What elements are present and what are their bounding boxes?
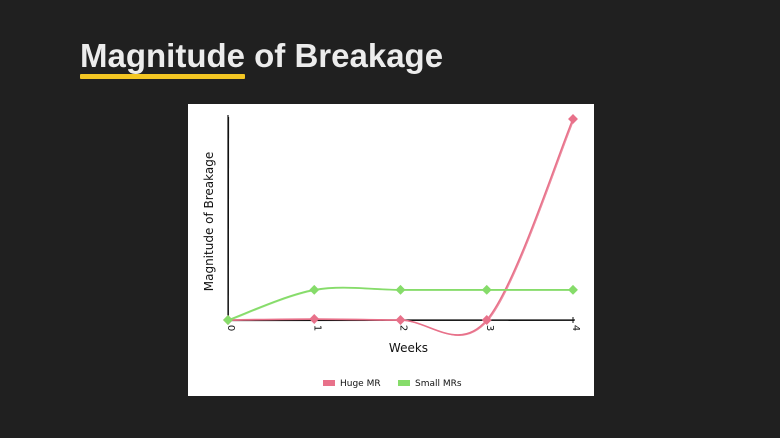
chart-card: 0 1 2 3 4 Weeks Magnitude of Breakage Huge MR S… [188, 104, 594, 396]
slide-title: Magnitude of Breakage [80, 36, 444, 79]
x-tick-label: 2 [398, 325, 409, 331]
x-tick-label: 0 [225, 325, 236, 331]
y-axis-label: Magnitude of Breakage [202, 152, 216, 292]
legend-label: Huge MR [340, 379, 381, 389]
data-point-small-mrs [568, 284, 578, 295]
legend-swatch [398, 380, 410, 386]
x-tick-label: 3 [484, 325, 495, 331]
series-line-sketch-huge-mr [228, 119, 575, 336]
legend-label: Small MRs [415, 379, 462, 389]
data-point-small-mrs [395, 284, 406, 295]
series-line-huge-mr [227, 118, 574, 336]
title-underline [80, 74, 245, 79]
title-highlight-text: Magnitude [80, 37, 245, 74]
data-point-huge-mr [309, 314, 320, 324]
data-point-huge-mr [395, 315, 406, 325]
legend-swatch [323, 380, 335, 386]
title-highlight: Magnitude [80, 36, 245, 79]
line-chart: 0 1 2 3 4 Weeks Magnitude of Breakage Huge MR S… [202, 114, 581, 389]
data-point-small-mrs [481, 284, 492, 295]
data-point-small-mrs [309, 284, 320, 295]
title-rest-text: of Breakage [244, 37, 444, 74]
x-axis-label: Weeks [389, 341, 428, 355]
data-point-small-mrs [223, 315, 233, 325]
x-tick-label: 1 [311, 325, 322, 331]
x-tick-label: 4 [570, 325, 581, 331]
data-point-huge-mr [568, 114, 578, 124]
